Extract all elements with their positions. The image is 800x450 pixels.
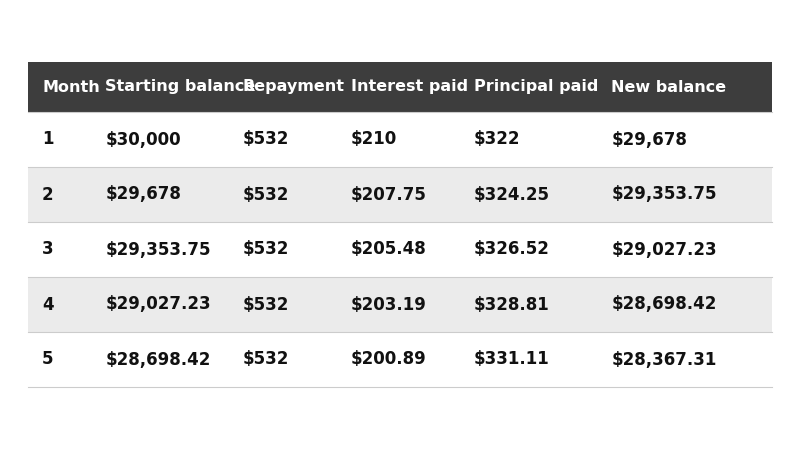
- Text: $30,000: $30,000: [106, 130, 181, 148]
- Text: Month: Month: [42, 80, 100, 94]
- Text: $205.48: $205.48: [350, 240, 426, 258]
- Text: Interest paid: Interest paid: [350, 80, 468, 94]
- Text: $532: $532: [243, 185, 290, 203]
- Bar: [28, 277, 772, 332]
- Text: $29,027.23: $29,027.23: [106, 296, 211, 314]
- Text: Principal paid: Principal paid: [474, 80, 598, 94]
- Text: 5: 5: [42, 351, 54, 369]
- Bar: [28, 222, 772, 277]
- Text: $203.19: $203.19: [350, 296, 426, 314]
- Text: $29,353.75: $29,353.75: [611, 185, 717, 203]
- Text: $532: $532: [243, 130, 290, 148]
- Text: $28,367.31: $28,367.31: [611, 351, 717, 369]
- Text: $328.81: $328.81: [474, 296, 550, 314]
- Text: Repayment: Repayment: [243, 80, 345, 94]
- Text: $532: $532: [243, 240, 290, 258]
- Text: Starting balance: Starting balance: [106, 80, 255, 94]
- Text: $207.75: $207.75: [350, 185, 426, 203]
- Bar: [28, 332, 772, 387]
- Text: 1: 1: [42, 130, 54, 148]
- Text: $331.11: $331.11: [474, 351, 550, 369]
- Text: 4: 4: [42, 296, 54, 314]
- Text: $28,698.42: $28,698.42: [611, 296, 717, 314]
- Bar: [28, 112, 772, 167]
- Text: 2: 2: [42, 185, 54, 203]
- Text: $532: $532: [243, 351, 290, 369]
- Bar: [28, 167, 772, 222]
- Text: $29,678: $29,678: [611, 130, 687, 148]
- Text: New balance: New balance: [611, 80, 726, 94]
- Text: $210: $210: [350, 130, 397, 148]
- Bar: [28, 62, 772, 112]
- Text: $326.52: $326.52: [474, 240, 550, 258]
- Text: $28,698.42: $28,698.42: [106, 351, 210, 369]
- Text: $532: $532: [243, 296, 290, 314]
- Text: $200.89: $200.89: [350, 351, 426, 369]
- Text: $29,678: $29,678: [106, 185, 181, 203]
- Text: $29,027.23: $29,027.23: [611, 240, 717, 258]
- Text: $29,353.75: $29,353.75: [106, 240, 210, 258]
- Text: $324.25: $324.25: [474, 185, 550, 203]
- Text: $322: $322: [474, 130, 520, 148]
- Text: 3: 3: [42, 240, 54, 258]
